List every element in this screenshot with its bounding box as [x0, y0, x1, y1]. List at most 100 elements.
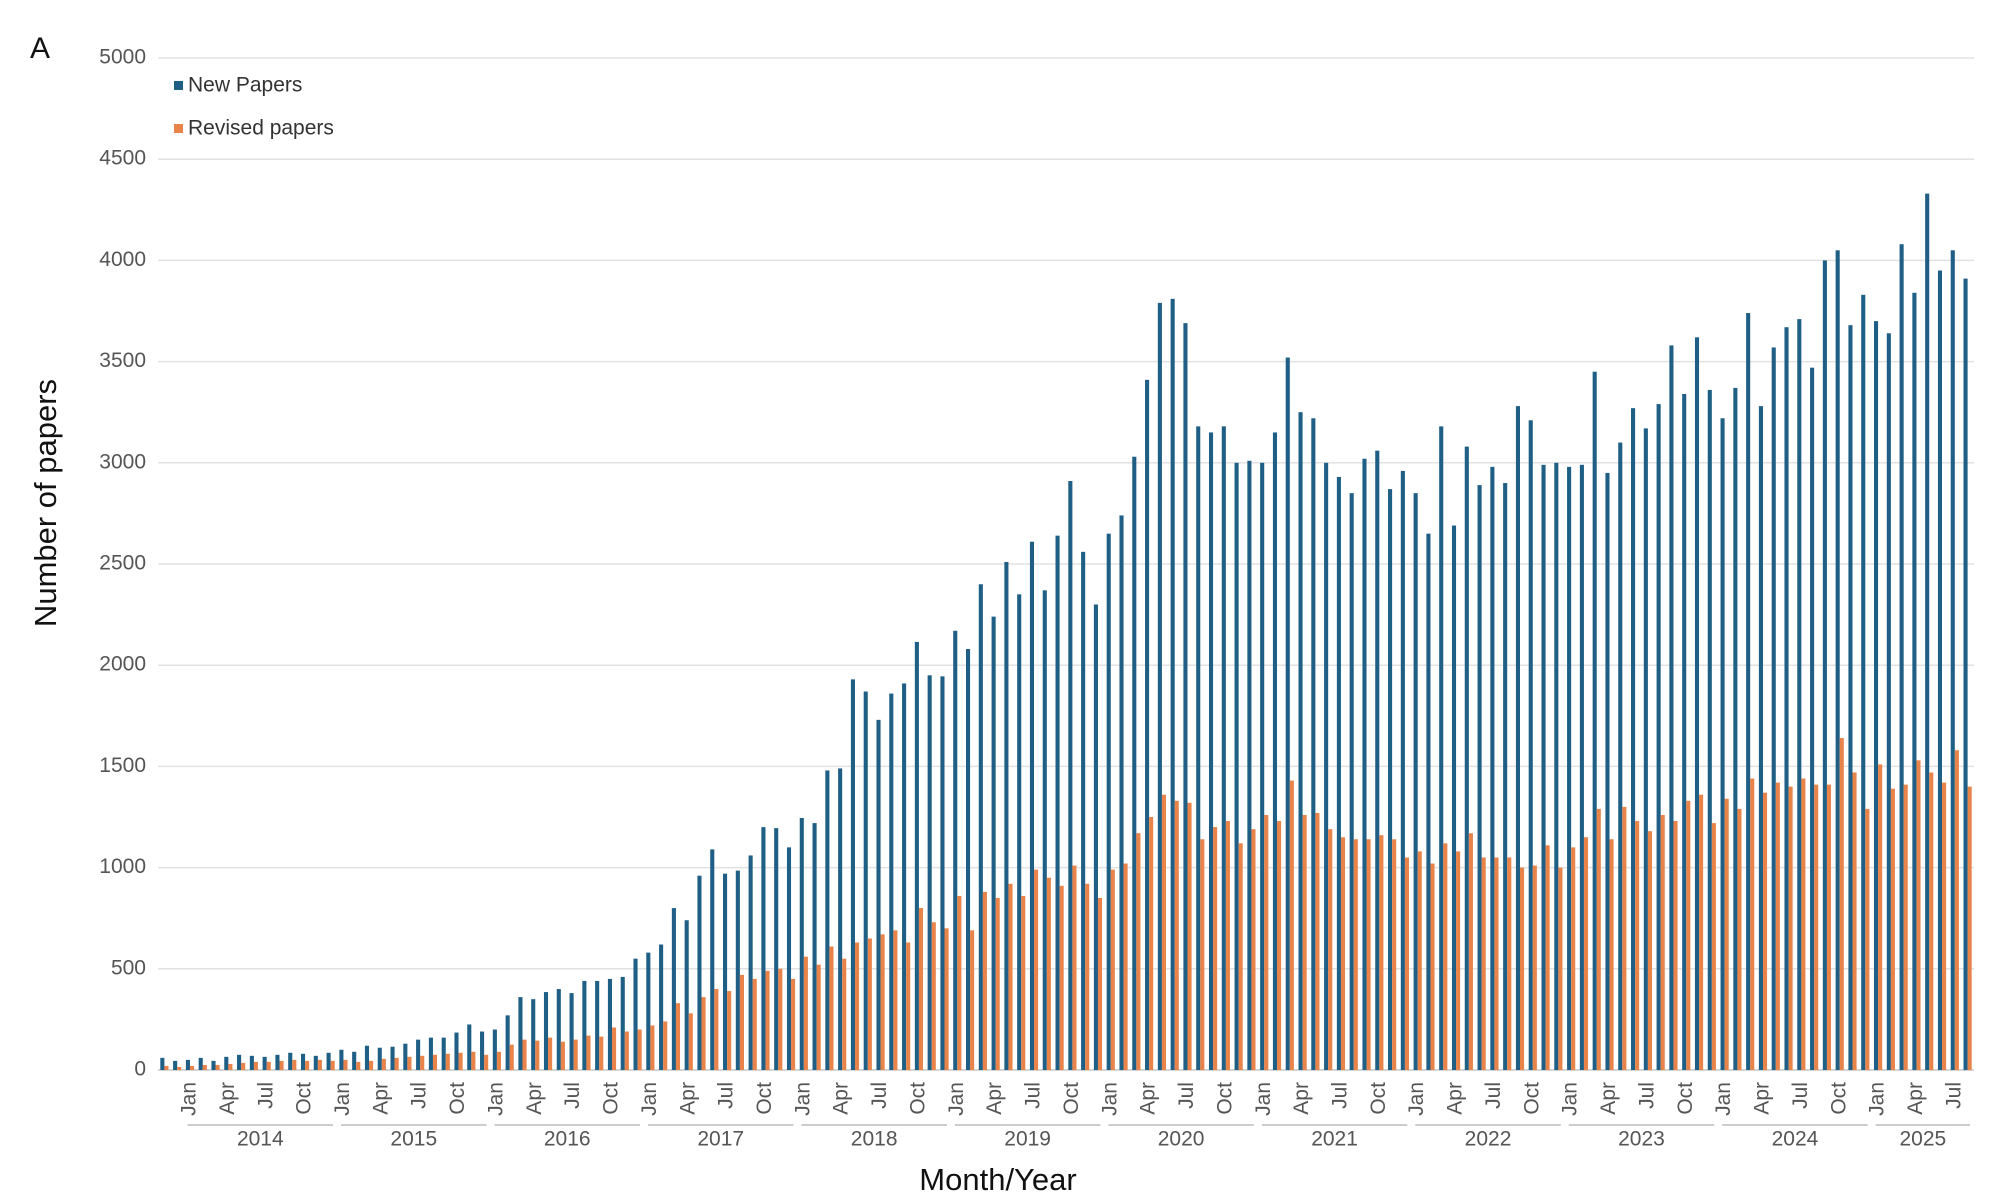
bar: [774, 828, 779, 1070]
bar: [1366, 839, 1371, 1070]
bar: [620, 976, 625, 1070]
bar: [816, 964, 821, 1070]
bar: [1340, 837, 1346, 1070]
bar: [1017, 594, 1022, 1070]
bar: [1810, 367, 1815, 1070]
bar: [995, 897, 1000, 1070]
bar: [1426, 533, 1431, 1070]
y-tick-label: 1500: [99, 754, 146, 777]
bar: [1750, 778, 1755, 1070]
bar: [765, 970, 770, 1070]
bar: [1929, 772, 1934, 1070]
bar: [1260, 462, 1265, 1070]
bar: [522, 1039, 527, 1070]
bar: [1878, 764, 1883, 1070]
bar: [160, 1057, 165, 1070]
bar: [1392, 839, 1397, 1070]
bar: [1758, 406, 1763, 1070]
bar: [812, 823, 817, 1070]
bar: [1567, 466, 1572, 1070]
bar: [1145, 379, 1150, 1070]
bar: [1554, 462, 1559, 1070]
bar: [697, 875, 702, 1070]
bar: [1302, 814, 1307, 1070]
y-tick-label: 3000: [99, 450, 146, 473]
bar: [458, 1052, 463, 1070]
bar: [727, 991, 732, 1070]
bar: [518, 997, 523, 1070]
bar: [863, 691, 868, 1070]
bar: [1520, 867, 1525, 1070]
bar: [416, 1039, 421, 1070]
x-tick-label: Jul: [1175, 1082, 1198, 1109]
bar: [1157, 302, 1162, 1070]
bar: [1643, 428, 1648, 1071]
bar: [1315, 812, 1320, 1070]
bar: [1720, 418, 1725, 1071]
bar: [944, 928, 949, 1070]
bar: [931, 922, 936, 1070]
bar: [1042, 590, 1047, 1070]
bar: [1618, 442, 1623, 1070]
x-tick-label: Oct: [1367, 1082, 1390, 1115]
bar: [394, 1057, 399, 1070]
bar: [876, 719, 881, 1070]
y-tick-label: 2000: [99, 653, 146, 676]
bar: [1925, 193, 1930, 1070]
bar: [1289, 780, 1294, 1070]
x-tick-label: Jul: [1635, 1082, 1658, 1109]
x-tick-label: Jul: [561, 1082, 584, 1109]
bar: [991, 616, 996, 1070]
x-tick-label: Jul: [254, 1082, 277, 1109]
y-axis-title: Number of papers: [28, 379, 63, 627]
bar: [292, 1059, 297, 1070]
group-label: 2016: [544, 1128, 591, 1151]
x-tick-label: Jul: [1789, 1082, 1812, 1109]
bar: [185, 1059, 190, 1070]
bar: [381, 1058, 386, 1070]
bar: [791, 978, 796, 1070]
bar: [390, 1046, 395, 1070]
legend-swatch: [174, 81, 183, 90]
bar: [607, 978, 612, 1070]
bar: [1443, 843, 1448, 1070]
bar: [671, 908, 676, 1070]
x-tick-label: Jan: [484, 1082, 507, 1116]
bar: [1711, 823, 1716, 1070]
x-tick-label: Jan: [178, 1082, 201, 1116]
bar: [1324, 462, 1329, 1070]
x-tick-label: Apr: [1751, 1082, 1774, 1115]
bar: [1494, 857, 1499, 1070]
bar: [1404, 857, 1409, 1070]
bar: [1328, 829, 1333, 1070]
bar: [940, 676, 945, 1070]
bar: [739, 974, 744, 1070]
bar: [612, 1027, 617, 1070]
bar: [275, 1054, 280, 1070]
x-tick-label: Oct: [600, 1082, 623, 1115]
bar: [377, 1047, 382, 1070]
bar: [1605, 472, 1610, 1070]
bar: [1136, 833, 1141, 1070]
bar: [1208, 432, 1214, 1070]
bar: [432, 1054, 438, 1070]
bar: [279, 1060, 284, 1070]
bar: [1848, 325, 1853, 1071]
x-tick-label: Apr: [1597, 1082, 1620, 1115]
bar: [1490, 466, 1495, 1070]
bar: [1068, 481, 1073, 1070]
bar: [1298, 412, 1303, 1070]
x-tick-label: Jan: [945, 1082, 968, 1116]
bar: [1515, 406, 1520, 1070]
x-tick-label: Apr: [1290, 1082, 1313, 1115]
bar: [509, 1044, 514, 1070]
bar: [778, 968, 783, 1070]
bar: [535, 1040, 540, 1070]
bar: [343, 1059, 348, 1070]
bar: [467, 1024, 472, 1070]
bar: [1784, 327, 1789, 1070]
bar: [1954, 750, 1959, 1070]
bar: [663, 1021, 668, 1070]
bar: [1085, 883, 1090, 1070]
